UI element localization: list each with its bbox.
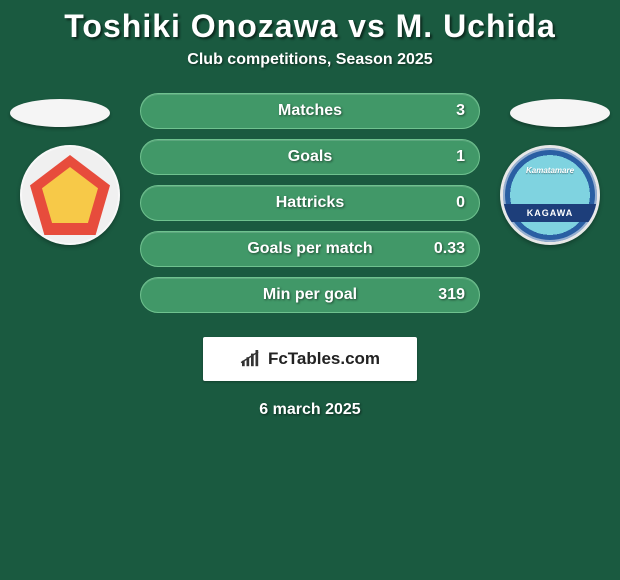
- stat-label: Goals: [288, 148, 332, 166]
- stat-row-matches: Matches 3: [140, 93, 480, 129]
- player-right-photo-placeholder: [510, 99, 610, 127]
- club-badge-right: Kamatamare KAGAWA: [500, 145, 600, 245]
- club-badge-left: [20, 145, 120, 245]
- stat-right-value: 3: [456, 102, 465, 120]
- stat-row-goals: Goals 1: [140, 139, 480, 175]
- stat-label: Goals per match: [247, 240, 372, 258]
- stat-right-value: 0.33: [434, 240, 465, 258]
- stat-right-value: 0: [456, 194, 465, 212]
- stat-right-value: 1: [456, 148, 465, 166]
- club-badge-right-band-text: KAGAWA: [503, 204, 597, 222]
- brand-box[interactable]: FcTables.com: [203, 337, 417, 381]
- club-badge-right-top-text: Kamatamare: [503, 166, 597, 175]
- footer-date: 6 march 2025: [0, 401, 620, 419]
- stat-row-goals-per-match: Goals per match 0.33: [140, 231, 480, 267]
- comparison-body: Kamatamare KAGAWA Matches 3 Goals 1 Hatt…: [0, 99, 620, 319]
- comparison-card: Toshiki Onozawa vs M. Uchida Club compet…: [0, 0, 620, 580]
- stat-row-hattricks: Hattricks 0: [140, 185, 480, 221]
- stat-label: Hattricks: [276, 194, 344, 212]
- player-left-photo-placeholder: [10, 99, 110, 127]
- page-subtitle: Club competitions, Season 2025: [0, 51, 620, 69]
- stat-rows: Matches 3 Goals 1 Hattricks 0 Goals per …: [140, 93, 480, 323]
- stat-right-value: 319: [438, 286, 465, 304]
- bar-chart-icon: [240, 350, 262, 368]
- stat-row-min-per-goal: Min per goal 319: [140, 277, 480, 313]
- brand-text: FcTables.com: [268, 349, 380, 369]
- stat-label: Min per goal: [263, 286, 357, 304]
- page-title: Toshiki Onozawa vs M. Uchida: [0, 4, 620, 51]
- stat-label: Matches: [278, 102, 342, 120]
